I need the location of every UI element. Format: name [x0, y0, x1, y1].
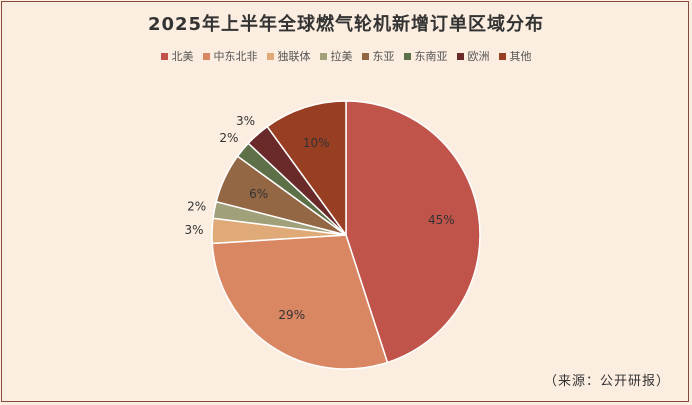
legend-swatch — [266, 52, 274, 60]
data-label: 3% — [236, 114, 255, 128]
legend-swatch — [403, 52, 411, 60]
pie-slice — [266, 100, 347, 238]
pie-slice — [345, 100, 481, 364]
data-label: 2% — [187, 200, 206, 214]
data-label: 6% — [249, 187, 268, 201]
chart-legend: 北美 中东北非 独联体 拉美 东亚 东南亚 欧洲 其他 — [0, 48, 692, 64]
legend-label: 东南亚 — [414, 50, 448, 63]
legend-item: 中东北非 — [202, 48, 258, 64]
legend-item: 北美 — [160, 48, 194, 64]
data-label: 2% — [219, 131, 238, 145]
legend-swatch — [456, 52, 464, 60]
legend-swatch — [202, 52, 210, 60]
legend-item: 其他 — [498, 48, 532, 64]
legend-label: 中东北非 — [213, 50, 258, 63]
legend-label: 欧洲 — [467, 50, 490, 63]
source-note: （来源：公开研报） — [543, 374, 670, 389]
legend-swatch — [160, 52, 168, 60]
data-label: 3% — [185, 223, 204, 237]
legend-swatch — [319, 52, 327, 60]
legend-label: 北美 — [171, 50, 194, 63]
legend-label: 独联体 — [277, 50, 311, 63]
legend-swatch — [498, 52, 506, 60]
data-label: 45% — [428, 213, 455, 227]
legend-swatch — [361, 52, 369, 60]
legend-item: 东亚 — [361, 48, 395, 64]
pie-slice — [211, 234, 389, 370]
data-label: 29% — [278, 308, 305, 322]
legend-item: 拉美 — [319, 48, 353, 64]
legend-item: 独联体 — [266, 48, 311, 64]
legend-label: 拉美 — [330, 50, 353, 63]
legend-item: 欧洲 — [456, 48, 490, 64]
legend-label: 其他 — [509, 50, 532, 63]
legend-label: 东亚 — [372, 50, 395, 63]
data-label: 10% — [303, 136, 330, 150]
chart-title: 2025年上半年全球燃气轮机新增订单区域分布 — [147, 14, 545, 35]
legend-item: 东南亚 — [403, 48, 448, 64]
